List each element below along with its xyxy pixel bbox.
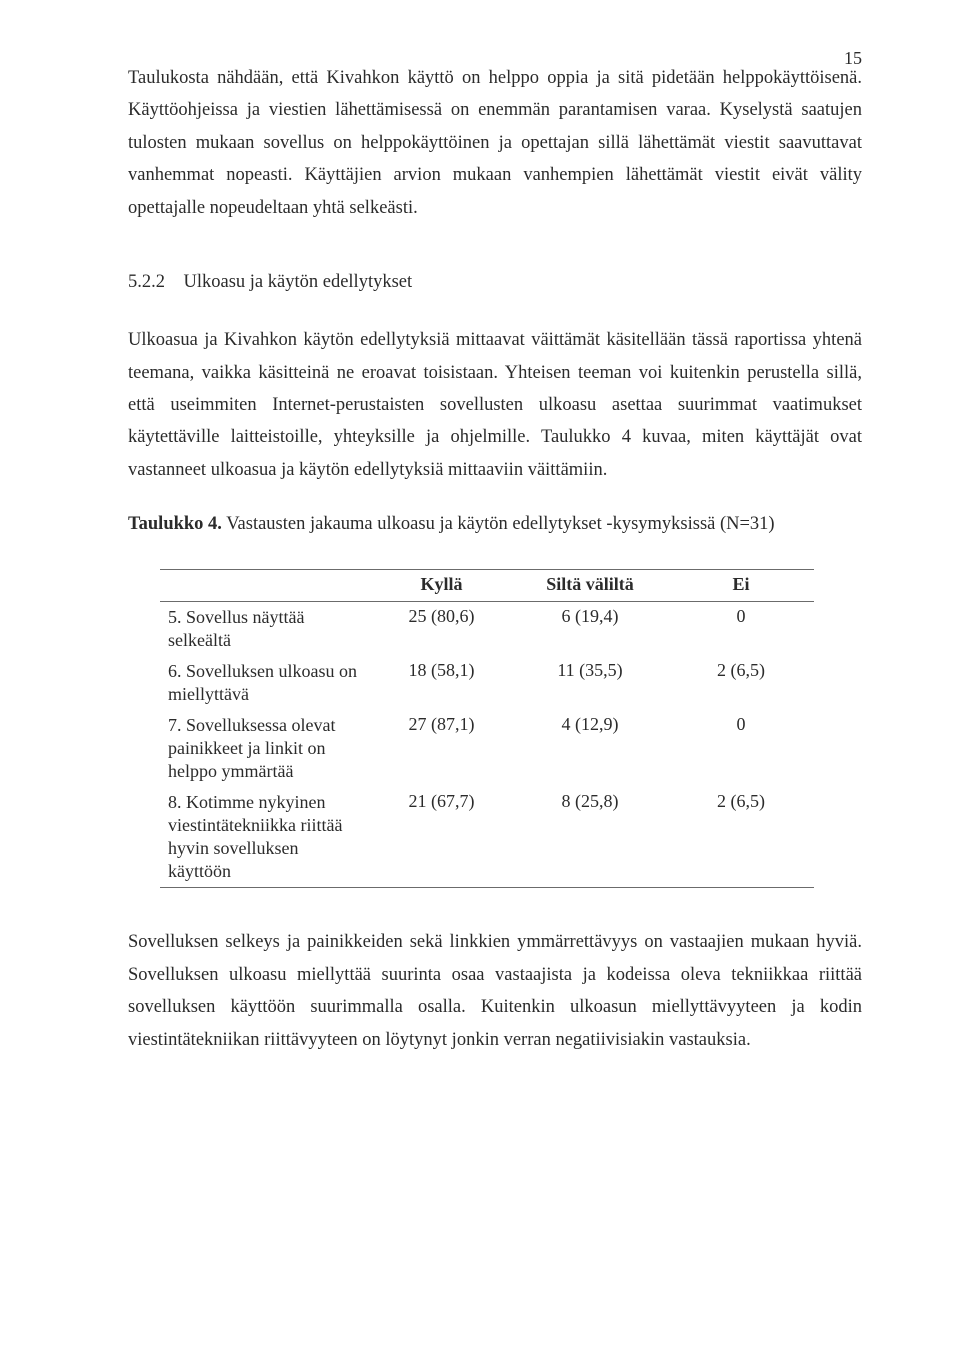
- table-cell: 11 (35,5): [512, 656, 668, 710]
- table-cell: 2 (6,5): [668, 656, 814, 710]
- page: 15 Taulukosta nähdään, että Kivahkon käy…: [0, 0, 960, 1360]
- section-number: 5.2.2: [128, 272, 165, 292]
- table-row-label: 5. Sovellus näyttää selkeältä: [160, 602, 371, 657]
- paragraph-3: Sovelluksen selkeys ja painikkeiden sekä…: [128, 926, 862, 1056]
- table-caption-text: Vastausten jakauma ulkoasu ja käytön ede…: [222, 514, 775, 534]
- table-cell: 8 (25,8): [512, 787, 668, 888]
- table-cell: 4 (12,9): [512, 710, 668, 787]
- table-row-label: 6. Sovelluksen ulkoasu on miellyttävä: [160, 656, 371, 710]
- table-row-label: 7. Sovelluksessa olevat painikkeet ja li…: [160, 710, 371, 787]
- table-cell: 2 (6,5): [668, 787, 814, 888]
- table-cell: 25 (80,6): [371, 602, 512, 657]
- data-table: Kyllä Siltä väliltä Ei 5. Sovellus näytt…: [160, 569, 814, 888]
- table-row-label: 8. Kotimme nykyinen viestintätekniikka r…: [160, 787, 371, 888]
- page-number: 15: [844, 48, 862, 69]
- table-col-2: Ei: [668, 570, 814, 602]
- table-cell: 21 (67,7): [371, 787, 512, 888]
- table-cell: 6 (19,4): [512, 602, 668, 657]
- table-row: 5. Sovellus näyttää selkeältä 25 (80,6) …: [160, 602, 814, 657]
- table-header-row: Kyllä Siltä väliltä Ei: [160, 570, 814, 602]
- paragraph-2: Ulkoasua ja Kivahkon käytön edellytyksiä…: [128, 324, 862, 486]
- table-row: 6. Sovelluksen ulkoasu on miellyttävä 18…: [160, 656, 814, 710]
- section-title: Ulkoasu ja käytön edellytykset: [184, 272, 413, 292]
- table-caption-label: Taulukko 4.: [128, 514, 222, 534]
- table-cell: 0: [668, 710, 814, 787]
- table-col-0: Kyllä: [371, 570, 512, 602]
- table-cell: 27 (87,1): [371, 710, 512, 787]
- section-heading: 5.2.2 Ulkoasu ja käytön edellytykset: [128, 266, 862, 298]
- table-col-1: Siltä väliltä: [512, 570, 668, 602]
- table-cell: 18 (58,1): [371, 656, 512, 710]
- paragraph-1: Taulukosta nähdään, että Kivahkon käyttö…: [128, 62, 862, 224]
- table-row: 8. Kotimme nykyinen viestintätekniikka r…: [160, 787, 814, 888]
- table-cell: 0: [668, 602, 814, 657]
- table-corner-cell: [160, 570, 371, 602]
- table-caption: Taulukko 4. Vastausten jakauma ulkoasu j…: [128, 514, 862, 535]
- table-row: 7. Sovelluksessa olevat painikkeet ja li…: [160, 710, 814, 787]
